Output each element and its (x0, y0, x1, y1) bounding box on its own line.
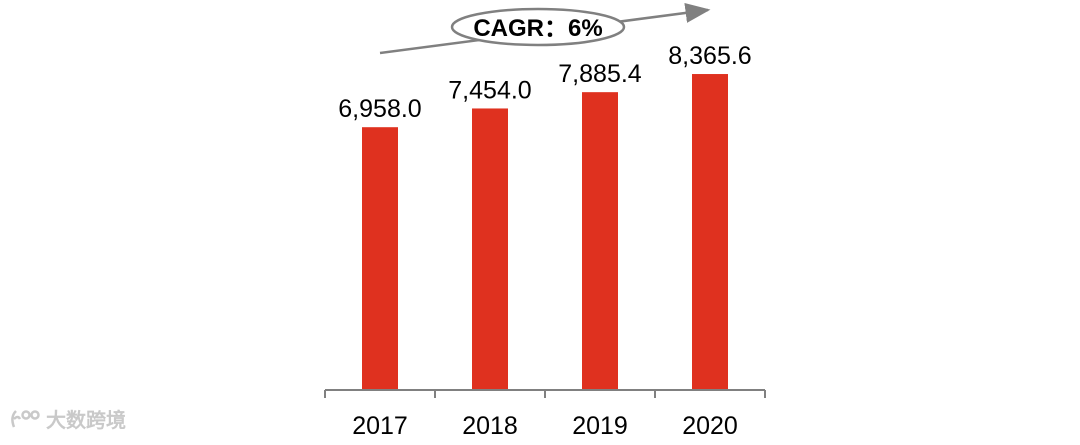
bar-2019 (582, 92, 618, 390)
x-tick-label-2018: 2018 (462, 412, 518, 440)
x-tick-label-2019: 2019 (572, 412, 628, 440)
x-axis: 2017 2018 2019 2020 (324, 389, 766, 440)
bar-2020 (692, 74, 728, 391)
cagr-callout: CAGR：6% (450, 7, 626, 47)
watermark-text: 大数跨境 (46, 408, 126, 432)
cagr-label: CAGR：6% (473, 15, 602, 42)
bar-2017 (362, 127, 398, 390)
bar-2018 (472, 108, 508, 391)
x-tick-label-2020: 2020 (682, 412, 738, 440)
value-labels-layer: 6,958.0 7,454.0 7,885.4 8,365.6 (338, 42, 751, 123)
value-label-2018: 7,454.0 (448, 76, 531, 104)
value-label-2019: 7,885.4 (558, 60, 642, 88)
value-label-2020: 8,365.6 (668, 42, 751, 70)
cagr-ellipse (450, 7, 626, 47)
value-label-2017: 6,958.0 (338, 95, 421, 123)
watermark-logo-icon (11, 409, 40, 427)
x-tick-label-2017: 2017 (352, 412, 408, 440)
bars-layer (362, 74, 728, 391)
watermark: 大数跨境 (8, 404, 126, 433)
